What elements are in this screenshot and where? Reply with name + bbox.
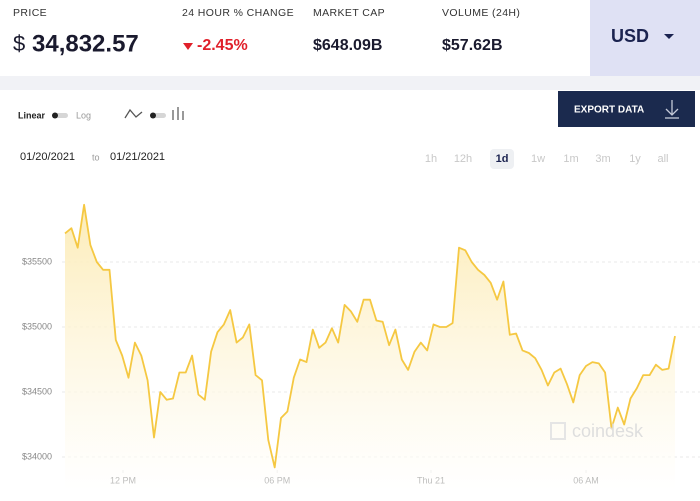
toggle-knob bbox=[150, 112, 156, 119]
currency-symbol: $ bbox=[13, 31, 25, 56]
stat-label: 24 HOUR % CHANGE bbox=[182, 7, 294, 19]
range-button[interactable]: 1w bbox=[531, 153, 545, 165]
watermark-icon bbox=[550, 422, 566, 440]
linear-label[interactable]: Linear bbox=[18, 110, 46, 120]
currency[interactable]: USD bbox=[611, 26, 649, 46]
header-bar bbox=[0, 0, 590, 76]
y-tick-label: $35500 bbox=[22, 256, 52, 266]
download-icon bbox=[665, 100, 679, 119]
range-button[interactable]: 12h bbox=[454, 153, 472, 165]
range-button[interactable]: 1y bbox=[629, 153, 641, 165]
y-tick-label: $34000 bbox=[22, 451, 52, 461]
volume: $57.62B bbox=[442, 37, 503, 54]
range-buttons: 1h 12h 1d 1w 1m 3m 1y all bbox=[425, 149, 669, 169]
stat-label: MARKET CAP bbox=[313, 7, 385, 19]
plot: $34000$34500$35000$3550012 PM06 PMThu 21… bbox=[22, 203, 700, 491]
price-area bbox=[65, 204, 675, 491]
export-label[interactable]: EXPORT DATA bbox=[574, 105, 644, 116]
market-cap: $648.09B bbox=[313, 37, 382, 54]
currency-selector[interactable] bbox=[590, 0, 700, 76]
log-label[interactable]: Log bbox=[76, 110, 91, 120]
candle-icon[interactable] bbox=[172, 107, 184, 120]
stat-label: VOLUME (24H) bbox=[442, 7, 520, 19]
date-from[interactable]: 01/20/2021 bbox=[20, 151, 75, 163]
range-button[interactable]: 3m bbox=[595, 153, 610, 165]
range-button[interactable]: 1d bbox=[496, 153, 509, 165]
line-icon[interactable] bbox=[124, 108, 143, 119]
watermark: coindesk bbox=[572, 421, 644, 441]
range-button[interactable]: 1h bbox=[425, 153, 437, 165]
date-to[interactable]: 01/21/2021 bbox=[110, 151, 165, 163]
price: 34,832.57 bbox=[32, 30, 139, 57]
stat-label: PRICE bbox=[13, 7, 47, 19]
range-button[interactable]: all bbox=[657, 153, 668, 165]
y-tick-label: $34500 bbox=[22, 386, 52, 396]
down-arrow bbox=[183, 43, 193, 50]
toggle-knob bbox=[52, 112, 58, 119]
caret bbox=[664, 34, 674, 39]
range-active-bg bbox=[490, 149, 514, 169]
range-button[interactable]: 1m bbox=[563, 153, 578, 165]
y-tick-label: $35000 bbox=[22, 321, 52, 331]
date-separator: to bbox=[92, 152, 100, 162]
price-line bbox=[64, 203, 676, 469]
change: -2.45% bbox=[197, 37, 248, 54]
